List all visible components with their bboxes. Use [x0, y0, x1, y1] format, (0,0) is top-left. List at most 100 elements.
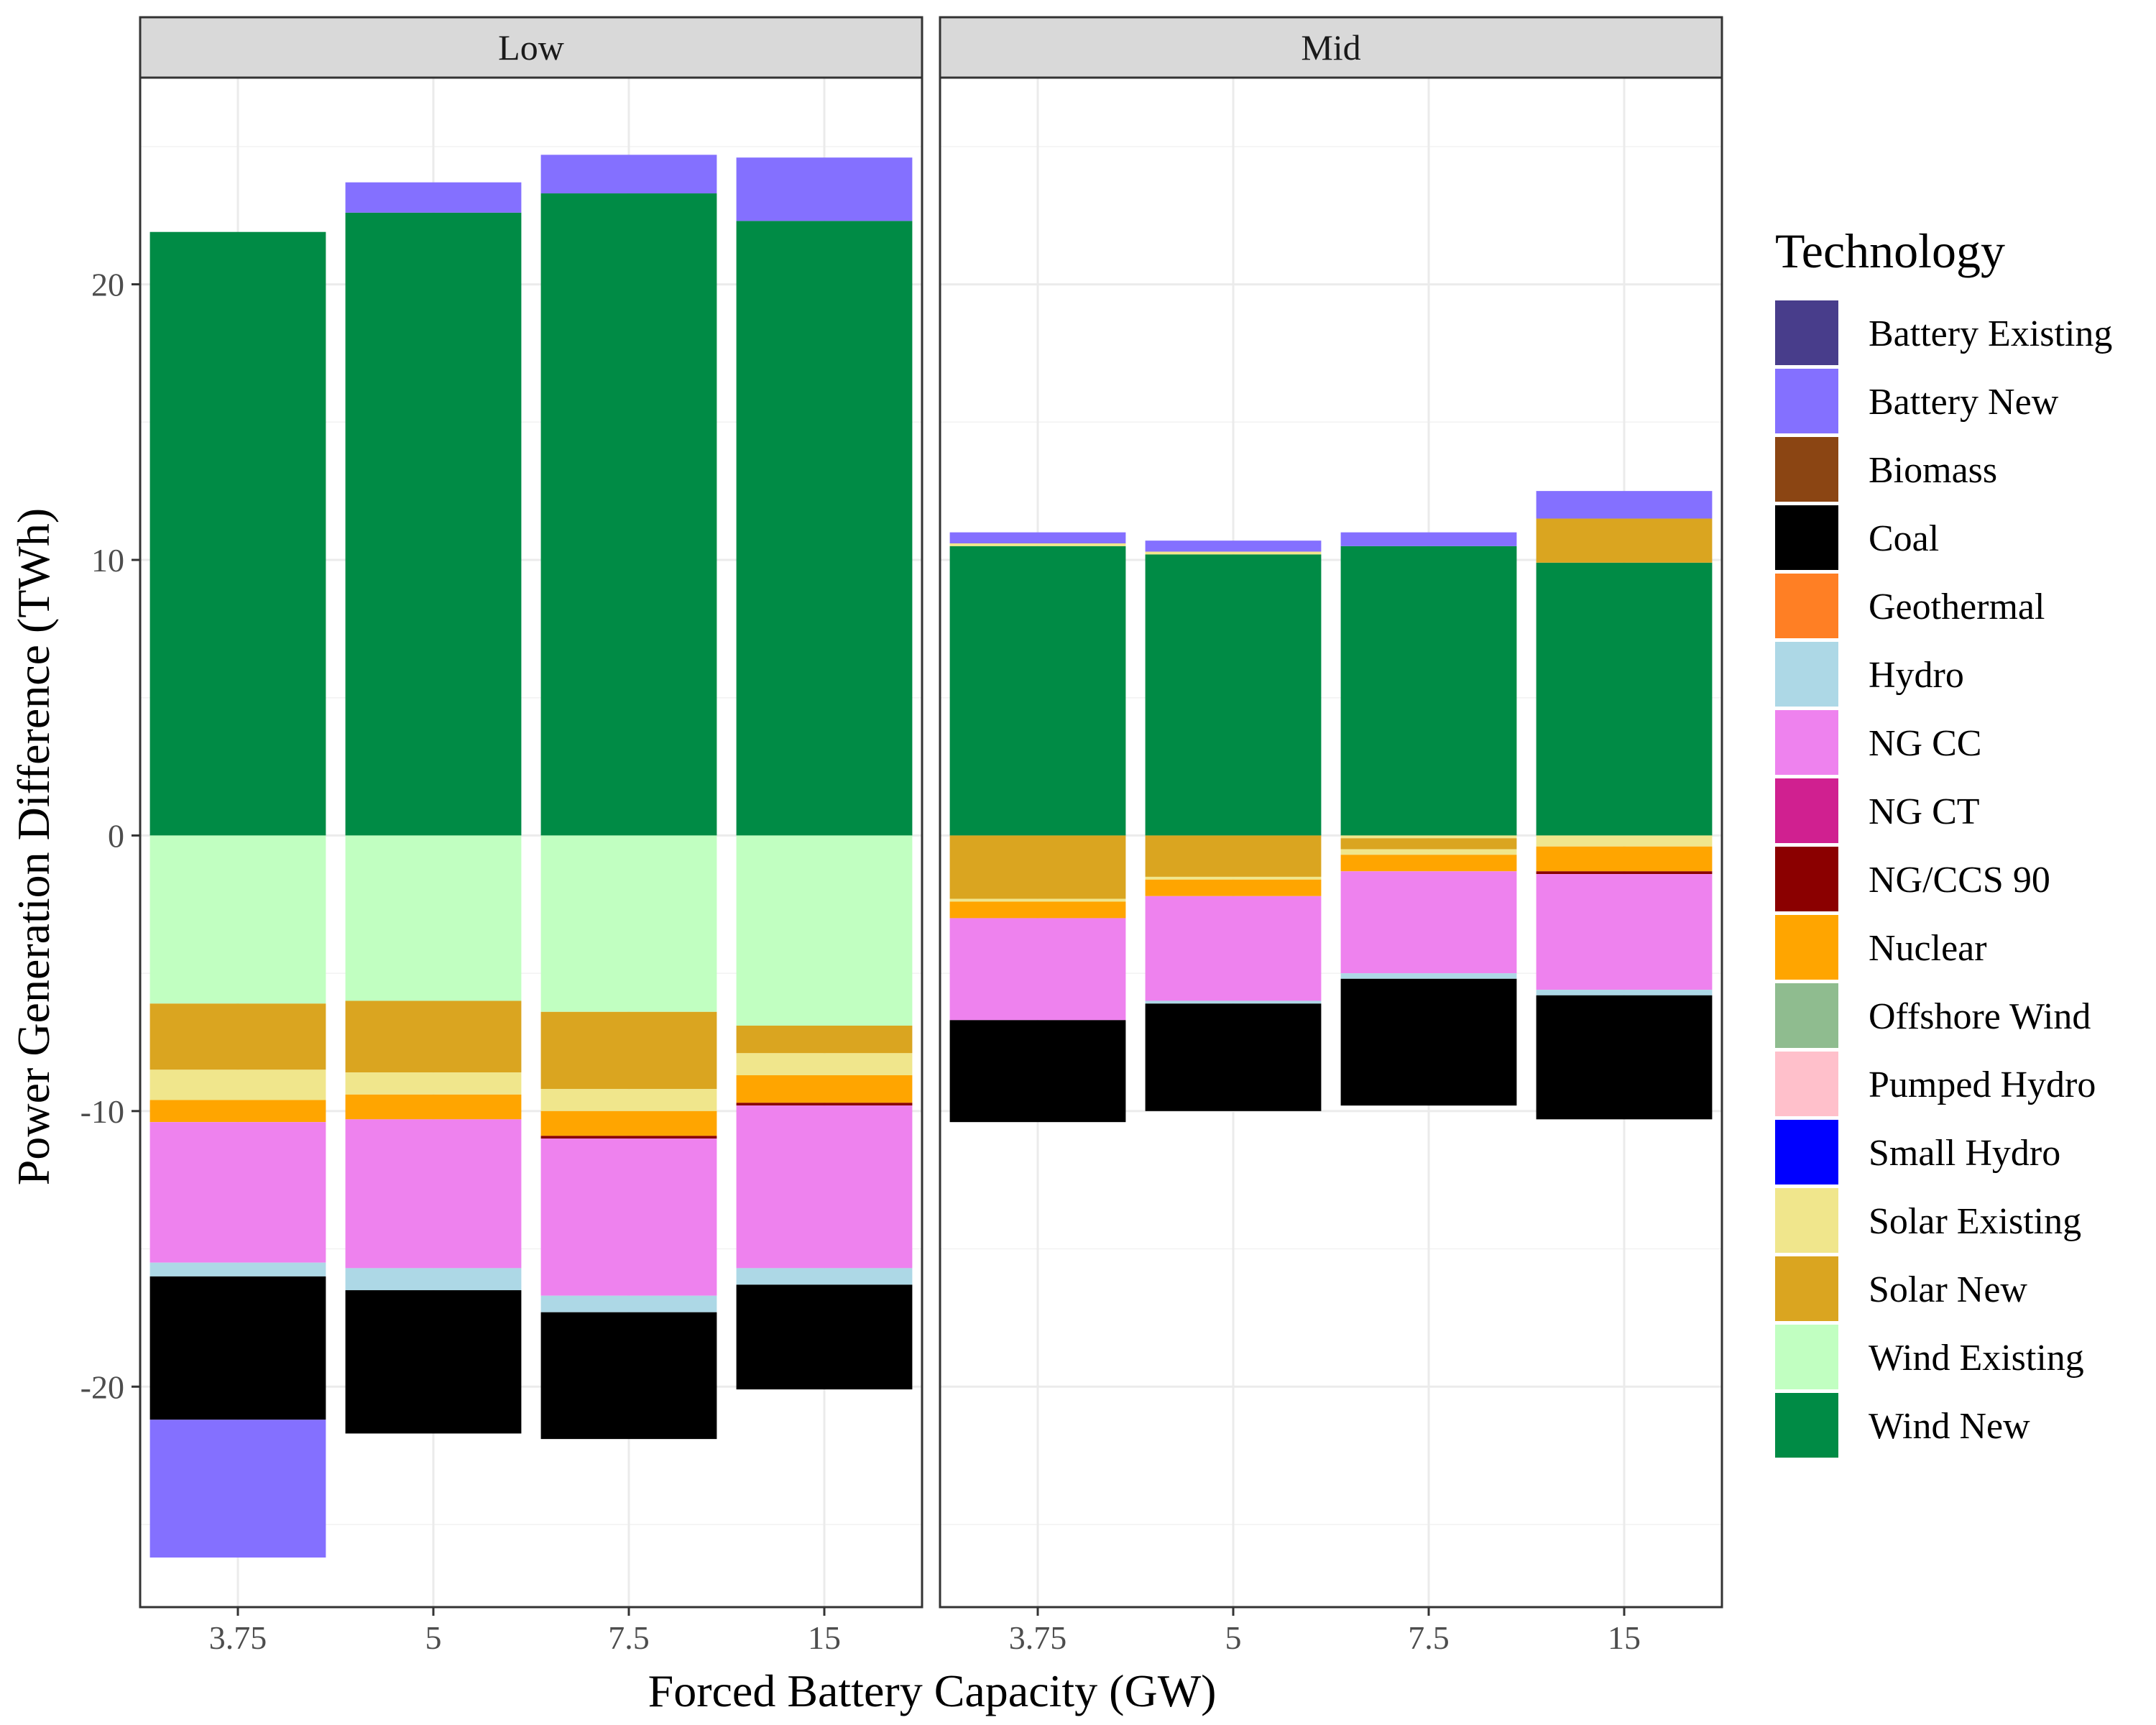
- x-tick-label: 15: [808, 1619, 841, 1656]
- legend-label: NG CC: [1869, 723, 1981, 764]
- bar-segment-nuclear: [149, 1100, 326, 1123]
- bar-segment-solar-existing: [1340, 849, 1517, 855]
- legend-item: Wind New: [1775, 1393, 2030, 1458]
- bar-segment-battery-new: [1340, 532, 1517, 546]
- bar-segment-wind-new: [149, 231, 326, 836]
- legend-item: NG CT: [1775, 778, 1980, 843]
- legend-swatch: [1775, 915, 1838, 980]
- bar-segment-hydro: [1340, 973, 1517, 979]
- bar-segment-battery-new: [149, 1420, 326, 1558]
- bar-segment-wind-existing: [345, 835, 522, 1001]
- bar-segment-solar-new: [540, 1011, 717, 1090]
- legend: Technology Battery Existing Battery New Bi…: [1775, 224, 2112, 1458]
- bar-segment-solar-existing: [949, 543, 1126, 546]
- bar-segment-solar-new: [1145, 835, 1322, 877]
- bar-segment-solar-new: [345, 1000, 522, 1073]
- legend-item: Hydro: [1775, 642, 1964, 707]
- y-tick-label: -20: [80, 1368, 124, 1405]
- facet-strip-label: Mid: [1301, 27, 1360, 68]
- bar-segment-solar-existing: [149, 1070, 326, 1100]
- legend-swatch: [1775, 369, 1838, 433]
- legend-item: Geothermal: [1775, 574, 2045, 638]
- bar-segment-solar-new: [949, 835, 1126, 899]
- bar-segment-coal: [149, 1276, 326, 1420]
- bar-segment-battery-new: [540, 155, 717, 194]
- legend-item: Battery Existing: [1775, 300, 2112, 365]
- bar-stack-mid-3.75: [949, 532, 1126, 1123]
- bar-segment-ng-ccs-90: [1536, 871, 1713, 875]
- y-tick-label: 20: [91, 267, 124, 303]
- legend-swatch: [1775, 710, 1838, 775]
- bar-segment-ng-cc: [1536, 874, 1713, 990]
- bar-segment-wind-new: [345, 212, 522, 836]
- legend-swatch: [1775, 983, 1838, 1048]
- bar-segment-solar-new: [1536, 518, 1713, 563]
- legend-label: NG CT: [1869, 791, 1980, 832]
- legend-swatch: [1775, 300, 1838, 365]
- bar-segment-nuclear: [1145, 879, 1322, 896]
- bar-segment-wind-existing: [540, 835, 717, 1012]
- legend-label: Battery New: [1869, 382, 2059, 423]
- bar-segment-hydro: [149, 1262, 326, 1276]
- bar-segment-ng-cc: [149, 1122, 326, 1263]
- legend-swatch: [1775, 1325, 1838, 1389]
- legend-label: Geothermal: [1869, 586, 2045, 627]
- legend-label: Hydro: [1869, 655, 1964, 696]
- bar-stack-mid-5: [1145, 540, 1322, 1111]
- bar-segment-nuclear: [736, 1075, 913, 1103]
- legend-item: Offshore Wind: [1775, 983, 2091, 1048]
- bar-segment-solar-new: [736, 1025, 913, 1054]
- bar-segment-solar-existing: [736, 1053, 913, 1075]
- x-tick-label: 3.75: [1009, 1619, 1067, 1656]
- bar-segment-nuclear: [949, 901, 1126, 919]
- bar-stack-low-7.5: [540, 155, 717, 1440]
- legend-swatch: [1775, 505, 1838, 570]
- facet-strip-label: Low: [498, 27, 564, 68]
- legend-label: Small Hydro: [1869, 1133, 2060, 1174]
- bar-segment-wind-new: [1145, 554, 1322, 836]
- legend-title: Technology: [1775, 224, 2005, 278]
- legend-swatch: [1775, 437, 1838, 502]
- bar-segment-solar-existing: [345, 1072, 522, 1095]
- bar-segment-battery-new: [345, 182, 522, 213]
- bar-segment-nuclear: [1536, 846, 1713, 872]
- legend-item: NG CC: [1775, 710, 1981, 775]
- bar-segment-ng-cc: [736, 1105, 913, 1269]
- bar-segment-coal: [540, 1312, 717, 1440]
- legend-item: Solar New: [1775, 1256, 2027, 1321]
- legend-item: NG/CCS 90: [1775, 847, 2050, 911]
- bar-segment-wind-new: [1536, 562, 1713, 836]
- legend-swatch: [1775, 1120, 1838, 1184]
- legend-item: Pumped Hydro: [1775, 1052, 2096, 1116]
- x-axis-title: Forced Battery Capacity (GW): [648, 1665, 1217, 1716]
- legend-item: Battery New: [1775, 369, 2059, 433]
- legend-item: Solar Existing: [1775, 1188, 2081, 1253]
- legend-swatch: [1775, 778, 1838, 843]
- bar-segment-hydro: [540, 1295, 717, 1312]
- bar-segment-ng-cc: [1145, 896, 1322, 1001]
- y-tick-label: -10: [80, 1093, 124, 1130]
- bar-segment-coal: [1340, 978, 1517, 1106]
- bar-stack-low-3.75: [149, 231, 326, 1558]
- legend-item: Wind Existing: [1775, 1325, 2084, 1389]
- legend-swatch: [1775, 847, 1838, 911]
- bar-segment-wind-new: [736, 221, 913, 836]
- bar-segment-solar-existing: [540, 1089, 717, 1111]
- legend-swatch: [1775, 1052, 1838, 1116]
- legend-label: Biomass: [1869, 450, 1997, 491]
- bar-segment-hydro: [1536, 990, 1713, 995]
- bar-segment-ng-cc: [949, 918, 1126, 1021]
- bar-segment-ng-cc: [345, 1119, 522, 1269]
- bar-segment-solar-new: [1340, 838, 1517, 850]
- y-axis-title: Power Generation Difference (TWh): [8, 508, 59, 1185]
- legend-swatch: [1775, 1256, 1838, 1321]
- bar-stack-low-5: [345, 182, 522, 1434]
- legend-label: Solar New: [1869, 1269, 2027, 1310]
- bar-stack-low-15: [736, 157, 913, 1390]
- legend-label: Wind New: [1869, 1406, 2030, 1447]
- facet-strip: [939, 16, 1723, 79]
- bar-segment-solar-existing: [1145, 551, 1322, 555]
- bar-segment-coal: [345, 1290, 522, 1434]
- bar-segment-nuclear: [1340, 855, 1517, 872]
- bar-segment-solar-new: [149, 1003, 326, 1070]
